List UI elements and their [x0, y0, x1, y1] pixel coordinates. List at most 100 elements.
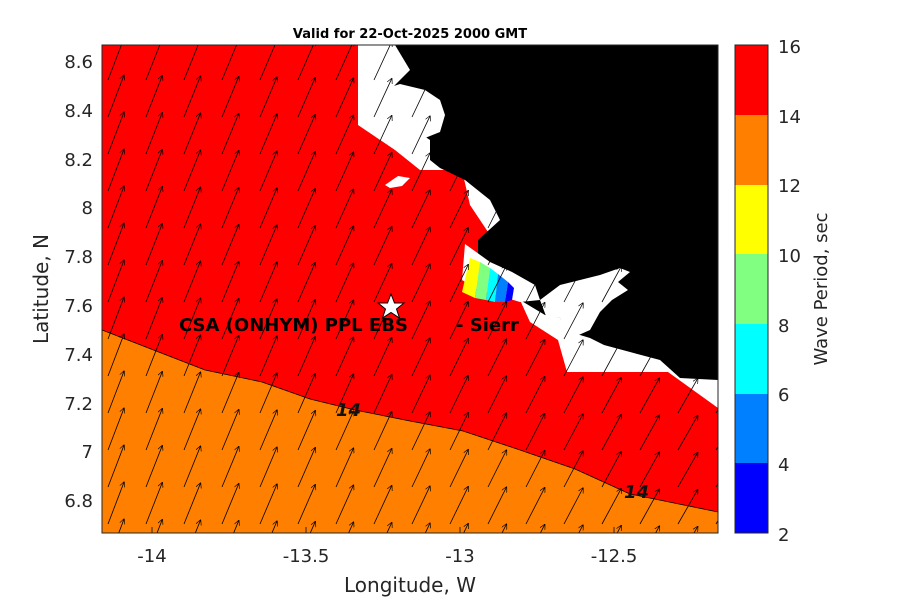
wave-direction-arrow — [563, 155, 583, 192]
wave-direction-arrow — [715, 223, 718, 229]
wave-direction-arrow — [563, 340, 583, 377]
wave-direction-arrow — [487, 487, 507, 525]
wave-direction-arrow — [487, 154, 507, 192]
x-axis-ticks: -14 -13.5 -13 -12.5 — [137, 527, 637, 567]
colorbar-tick-label: 6 — [778, 385, 789, 406]
wave-direction-arrow — [525, 155, 545, 192]
colorbar-band-6-8 — [735, 324, 768, 394]
wave-direction-arrow — [335, 115, 354, 155]
wave-direction-arrow — [145, 113, 162, 155]
land-mass — [380, 45, 718, 380]
wave-direction-arrow — [309, 522, 315, 533]
wave-direction-arrow — [525, 192, 545, 229]
wave-direction-arrow — [601, 340, 621, 377]
wave-direction-arrow — [525, 340, 545, 377]
wave-direction-arrow — [411, 79, 430, 118]
wave-direction-arrow — [156, 520, 162, 533]
x-tick-label: -14 — [137, 546, 166, 567]
wave-direction-arrow — [145, 150, 162, 192]
wave-direction-arrow — [487, 450, 507, 488]
wave-direction-arrow — [601, 414, 621, 451]
site-label: CSA (ONHYM) PPL EBS — [179, 315, 408, 336]
wave-direction-arrow — [564, 525, 583, 533]
wave-direction-arrow — [449, 45, 468, 81]
wave-direction-arrow — [677, 415, 698, 451]
colorbar-tick-label: 8 — [778, 316, 789, 337]
x-tick-label: -12.5 — [591, 546, 638, 567]
wave-direction-arrow — [678, 526, 698, 533]
wave-direction-arrow — [335, 485, 354, 525]
wave-direction-arrow — [715, 519, 718, 525]
band-2-4 — [505, 282, 514, 302]
site-label-secondary: - Sierr — [456, 315, 519, 336]
wave-direction-arrow — [601, 81, 621, 118]
wave-direction-arrow — [183, 483, 201, 525]
wave-direction-arrow — [487, 265, 507, 303]
colorbar-tick-label: 14 — [778, 107, 801, 128]
wave-direction-arrow — [335, 152, 354, 192]
wave-direction-arrow — [487, 339, 507, 377]
wave-direction-arrow — [297, 45, 315, 81]
wave-direction-arrow — [716, 527, 736, 561]
wave-direction-arrow — [335, 411, 354, 451]
wave-direction-arrow — [715, 75, 718, 81]
wave-direction-arrow — [259, 77, 277, 118]
wave-direction-arrow — [525, 377, 545, 414]
wave-direction-arrow — [297, 152, 315, 192]
wave-direction-arrow — [639, 82, 659, 118]
wave-direction-arrow — [221, 114, 239, 155]
wave-direction-arrow — [259, 45, 277, 81]
wave-direction-arrow — [335, 78, 354, 118]
wave-direction-arrow — [715, 334, 718, 340]
wave-direction-arrow — [373, 264, 392, 303]
wave-direction-arrow — [297, 263, 315, 303]
wave-direction-arrow — [183, 261, 201, 303]
wave-direction-arrow — [715, 371, 718, 377]
wave-direction-arrow — [677, 489, 698, 525]
wave-direction-arrow — [221, 225, 239, 266]
y-tick-label: 8.4 — [64, 101, 93, 122]
wave-direction-arrow — [449, 80, 468, 118]
offshore-island — [385, 176, 410, 188]
wave-direction-arrow — [677, 452, 698, 488]
y-tick-label: 8.2 — [64, 150, 93, 171]
wave-direction-arrows — [107, 45, 736, 561]
wave-direction-arrow — [639, 267, 659, 303]
wave-direction-arrow — [107, 482, 124, 525]
wave-direction-arrow — [373, 153, 392, 192]
wave-direction-arrow — [563, 192, 583, 229]
wave-direction-arrow — [449, 413, 468, 451]
wave-direction-arrow — [107, 260, 124, 303]
wave-direction-arrow — [107, 408, 124, 451]
wave-direction-arrow — [221, 447, 239, 488]
wave-direction-arrow — [259, 225, 277, 266]
wave-direction-arrow — [373, 412, 392, 451]
wave-direction-arrow — [487, 413, 507, 451]
wave-direction-arrow — [259, 336, 277, 377]
y-tick-label: 7.2 — [64, 394, 93, 415]
x-tick-label: -13 — [445, 546, 474, 567]
wave-direction-arrow — [411, 449, 430, 488]
wave-direction-arrow — [639, 193, 659, 229]
wave-direction-arrow — [487, 45, 507, 81]
wave-direction-arrow — [449, 339, 468, 377]
wave-direction-arrow — [601, 303, 621, 340]
colorbar-band-2-4 — [735, 463, 768, 533]
colorbar-band-4-6 — [735, 394, 768, 463]
wave-direction-arrow — [411, 412, 430, 451]
y-tick-label: 8 — [82, 198, 93, 219]
wave-direction-arrow — [525, 488, 545, 525]
wave-direction-arrow — [639, 452, 659, 488]
wave-direction-arrow — [297, 300, 315, 340]
y-tick-label: 6.8 — [64, 491, 93, 512]
y-tick-label: 7.4 — [64, 345, 93, 366]
wave-direction-arrow — [183, 335, 201, 377]
wave-direction-arrow — [487, 191, 507, 229]
wave-direction-arrow — [297, 374, 315, 414]
wave-direction-arrow — [525, 45, 545, 81]
wave-direction-arrow — [107, 445, 124, 488]
colorbar-tick-label: 16 — [778, 37, 801, 58]
wave-direction-arrow — [639, 378, 659, 414]
wave-direction-arrow — [297, 337, 315, 377]
y-tick-label: 7 — [82, 442, 93, 463]
